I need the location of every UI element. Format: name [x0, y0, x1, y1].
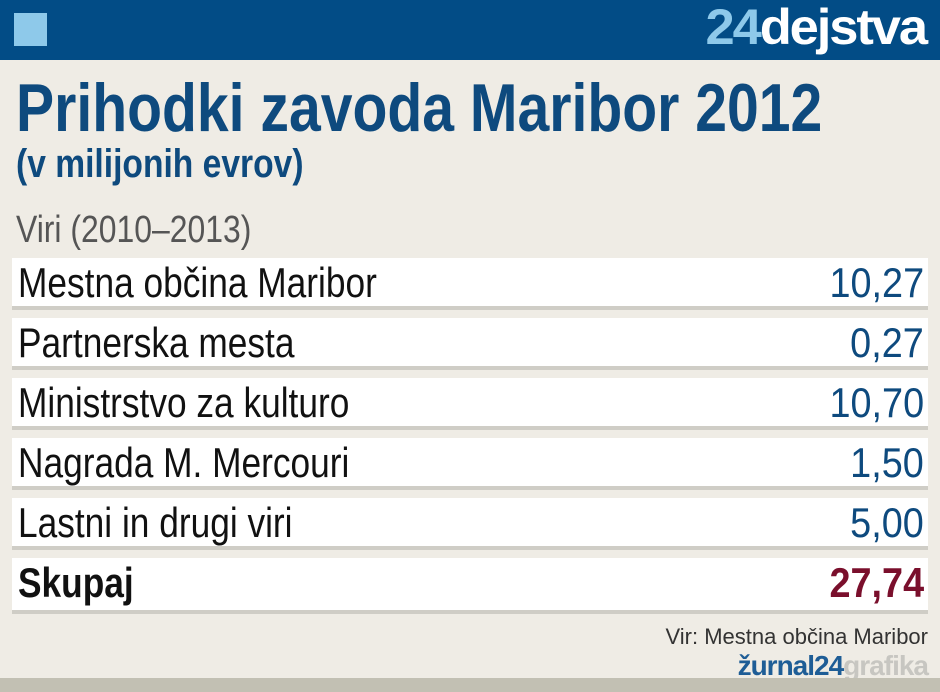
brand-logo: žurnal24grafika — [737, 650, 929, 681]
table-row: Nagrada M. Mercouri 1,50 — [12, 438, 928, 490]
table-row: Partnerska mesta 0,27 — [12, 318, 928, 370]
table-row: Mestna občina Maribor 10,27 — [12, 258, 928, 310]
row-label: Partnerska mesta — [18, 319, 295, 366]
row-label: Mestna občina Maribor — [18, 259, 377, 306]
header-bar: 24dejstva — [0, 0, 940, 60]
column-header: Viri (2010–2013) — [16, 209, 252, 251]
data-table: Mestna občina Maribor 10,27 Partnerska me… — [12, 258, 928, 622]
bottom-strip — [0, 678, 940, 692]
total-value: 27,74 — [829, 559, 924, 606]
page-title: Prihodki zavoda Maribor 2012 — [16, 70, 823, 146]
row-value: 10,27 — [829, 259, 924, 306]
total-row: Skupaj 27,74 — [12, 558, 928, 614]
row-label: Ministrstvo za kulturo — [18, 379, 350, 426]
row-label: Lastni in drugi viri — [18, 499, 293, 546]
source-note: Vir: Mestna občina Maribor — [665, 624, 929, 649]
logo-24dejstva: 24dejstva — [705, 0, 929, 55]
table-row: Lastni in drugi viri 5,00 — [12, 498, 928, 550]
row-value: 5,00 — [850, 499, 924, 546]
row-value: 10,70 — [829, 379, 924, 426]
total-label: Skupaj — [18, 559, 134, 606]
table-row: Ministrstvo za kulturo 10,70 — [12, 378, 928, 430]
row-label: Nagrada M. Mercouri — [18, 439, 350, 486]
row-value: 1,50 — [850, 439, 924, 486]
row-value: 0,27 — [850, 319, 924, 366]
page-subtitle: (v milijonih evrov) — [16, 142, 304, 186]
header-square-icon — [14, 13, 47, 46]
